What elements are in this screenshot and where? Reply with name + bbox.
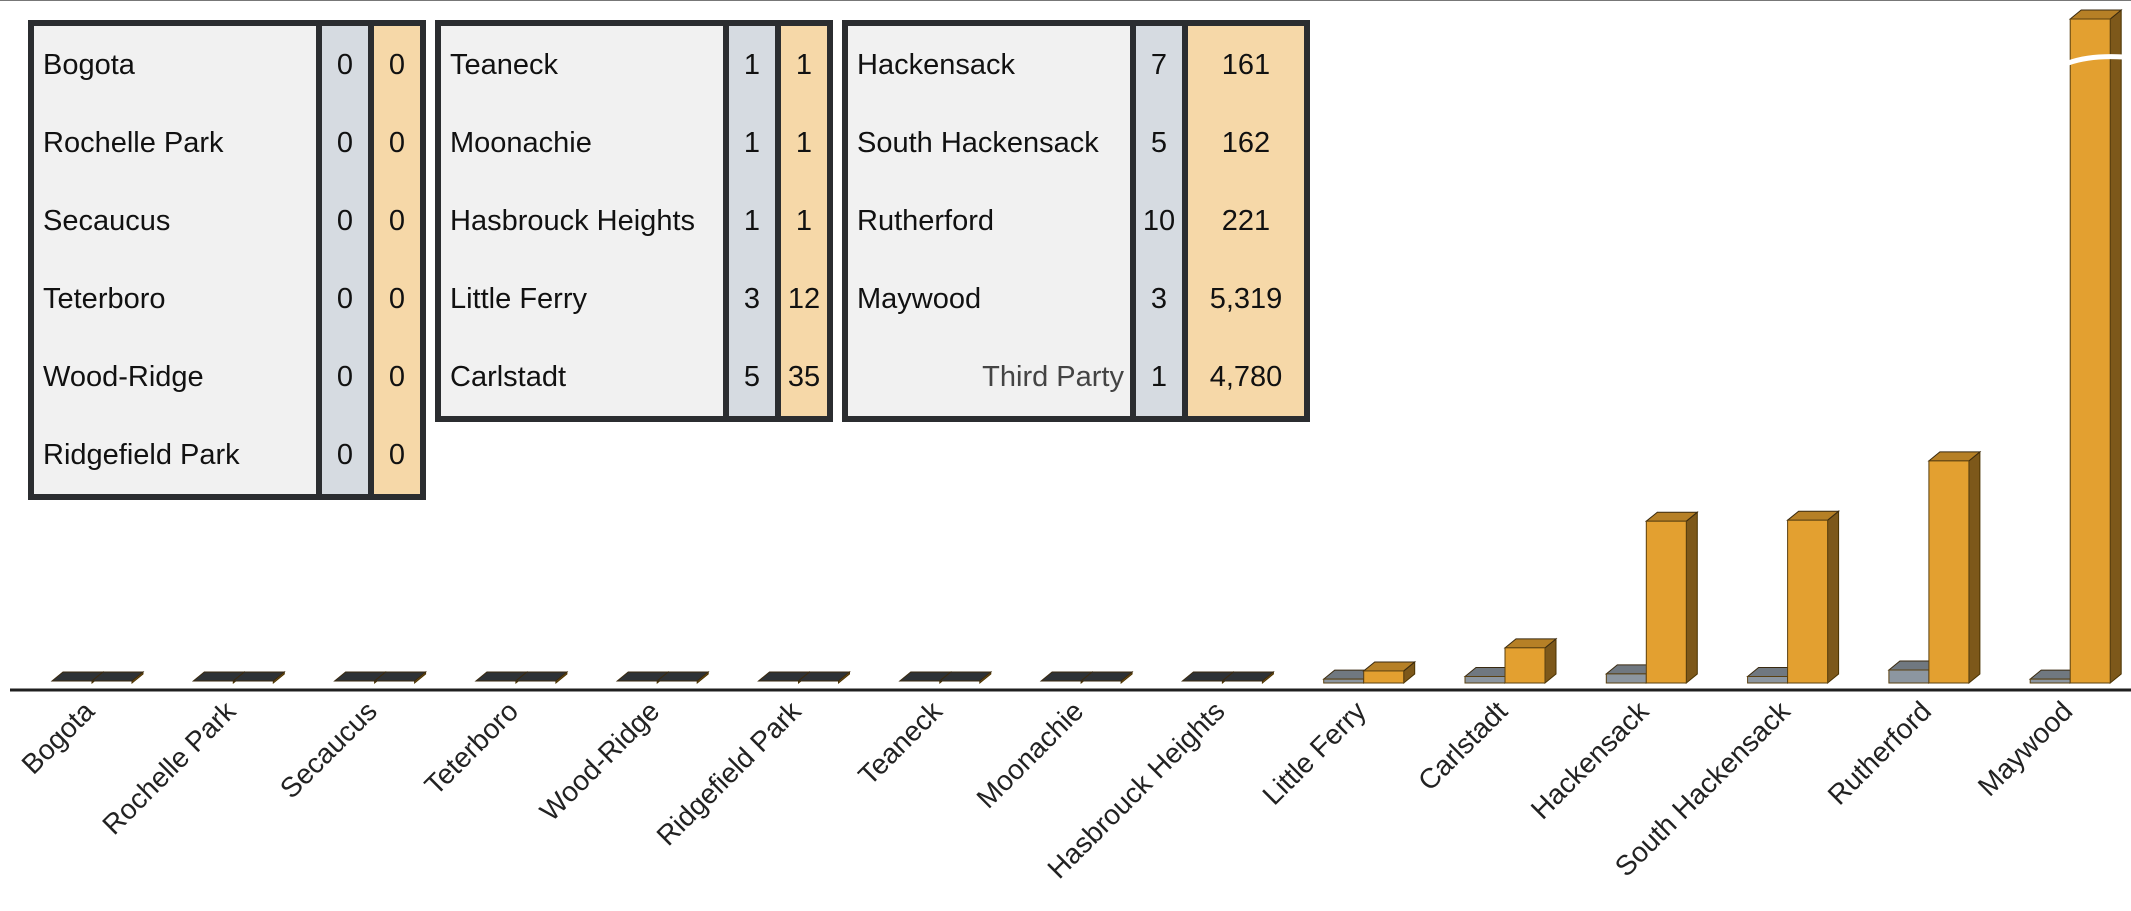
- row-name: South Hackensack: [845, 104, 1133, 182]
- table-row: Little Ferry 3 12: [438, 260, 830, 338]
- bar-large-series: [2067, 8, 2125, 685]
- row-small-value: 1: [723, 104, 778, 182]
- row-name: Rochelle Park: [31, 104, 319, 182]
- row-name: Hackensack: [845, 23, 1133, 104]
- bar-large-series: [1644, 511, 1699, 685]
- bar-large-series: [1927, 450, 1982, 685]
- row-small-value: 0: [316, 104, 371, 182]
- row-small-value: 1: [723, 182, 778, 260]
- row-small-value: 0: [316, 260, 371, 338]
- table-row: Rutherford 10 221: [845, 182, 1307, 260]
- row-large-value: 1: [775, 23, 830, 104]
- row-small-value: 3: [723, 260, 778, 338]
- top-rule: [0, 0, 2131, 1]
- row-small-value: 7: [1130, 23, 1185, 104]
- row-large-value: 0: [368, 104, 423, 182]
- x-tick-label: Wood-Ridge: [534, 695, 666, 827]
- x-tick-label: Secaucus: [274, 695, 383, 804]
- bar-large-series: [231, 670, 286, 685]
- row-large-value: 12: [775, 260, 830, 338]
- table-row: Maywood 3 5,319: [845, 260, 1307, 338]
- row-name: Ridgefield Park: [31, 416, 319, 497]
- x-tick-label: Maywood: [1972, 695, 2079, 802]
- bar-large-series: [1362, 660, 1417, 685]
- row-small-value: 1: [1130, 338, 1185, 419]
- x-tick-label: Teaneck: [852, 695, 948, 791]
- table-row: Ridgefield Park 0 0: [31, 416, 423, 497]
- table-row: Teterboro 0 0: [31, 260, 423, 338]
- x-tick-label: Rochelle Park: [96, 695, 242, 841]
- table-row: Teaneck 1 1: [438, 23, 830, 104]
- bar-large-series: [797, 670, 851, 685]
- row-small-value: 0: [316, 182, 371, 260]
- row-name: Carlstadt: [438, 338, 726, 419]
- bar-large-series: [514, 670, 569, 685]
- row-name: Teterboro: [31, 260, 319, 338]
- bar-large-series: [938, 670, 993, 685]
- row-name: Third Party: [845, 338, 1133, 419]
- row-name: Maywood: [845, 260, 1133, 338]
- bar-large-series: [1503, 637, 1558, 685]
- row-small-value: 5: [1130, 104, 1185, 182]
- row-small-value: 0: [316, 338, 371, 416]
- row-small-value: 5: [723, 338, 778, 419]
- x-tick-label: Moonachie: [971, 695, 1090, 814]
- table-row: Carlstadt 5 35: [438, 338, 830, 419]
- table-row: Moonachie 1 1: [438, 104, 830, 182]
- row-large-value: 221: [1182, 182, 1307, 260]
- x-tick-label: Little Ferry: [1257, 695, 1372, 810]
- table-row: Hasbrouck Heights 1 1: [438, 182, 830, 260]
- x-tick-label: Ridgefield Park: [651, 695, 808, 852]
- table-row: Bogota 0 0: [31, 23, 423, 104]
- row-large-value: 0: [368, 260, 423, 338]
- row-name: Rutherford: [845, 182, 1133, 260]
- row-large-value: 1: [775, 182, 830, 260]
- table-row: South Hackensack 5 162: [845, 104, 1307, 182]
- x-tick-label: Carlstadt: [1412, 695, 1513, 796]
- table-group-3: Hackensack 7 161 South Hackensack 5 162 Ruther…: [842, 20, 1310, 422]
- row-large-value: 0: [368, 416, 423, 497]
- table-row: Rochelle Park 0 0: [31, 104, 423, 182]
- bar-large-series: [655, 670, 710, 685]
- row-large-value: 0: [368, 23, 423, 104]
- row-large-value: 5,319: [1182, 260, 1307, 338]
- row-large-value: 161: [1182, 23, 1307, 104]
- table-group-1: Bogota 0 0 Rochelle Park 0 0 Secaucus 0 0 Teterbo…: [28, 20, 426, 500]
- x-tick-label: Teterboro: [419, 695, 525, 801]
- bar-large-series: [1079, 670, 1134, 685]
- table-row: Hackensack 7 161: [845, 23, 1307, 104]
- row-name: Hasbrouck Heights: [438, 182, 726, 260]
- row-large-value: 1: [775, 104, 830, 182]
- bar-large-series: [373, 670, 428, 685]
- row-name: Teaneck: [438, 23, 726, 104]
- table-group-2: Teaneck 1 1 Moonachie 1 1 Hasbrouck Heights 1 1 L…: [435, 20, 833, 422]
- row-name: Little Ferry: [438, 260, 726, 338]
- row-large-value: 0: [368, 338, 423, 416]
- row-name: Secaucus: [31, 182, 319, 260]
- bar-large-series: [90, 670, 145, 685]
- row-name: Wood-Ridge: [31, 338, 319, 416]
- row-name: Moonachie: [438, 104, 726, 182]
- row-small-value: 0: [316, 416, 371, 497]
- row-small-value: 3: [1130, 260, 1185, 338]
- row-small-value: 0: [316, 23, 371, 104]
- row-large-value: 0: [368, 182, 423, 260]
- table-row: Wood-Ridge 0 0: [31, 338, 423, 416]
- x-tick-label: Hackensack: [1525, 695, 1655, 825]
- row-name: Bogota: [31, 23, 319, 104]
- table-row: Third Party 1 4,780: [845, 338, 1307, 419]
- bar-large-series: [1786, 510, 1841, 685]
- row-small-value: 10: [1130, 182, 1185, 260]
- row-large-value: 35: [775, 338, 830, 419]
- row-large-value: 162: [1182, 104, 1307, 182]
- row-small-value: 1: [723, 23, 778, 104]
- x-tick-label: Rutherford: [1822, 695, 1937, 810]
- bar-large-series: [1220, 670, 1275, 685]
- x-tick-label: Bogota: [16, 695, 101, 780]
- table-row: Secaucus 0 0: [31, 182, 423, 260]
- row-large-value: 4,780: [1182, 338, 1307, 419]
